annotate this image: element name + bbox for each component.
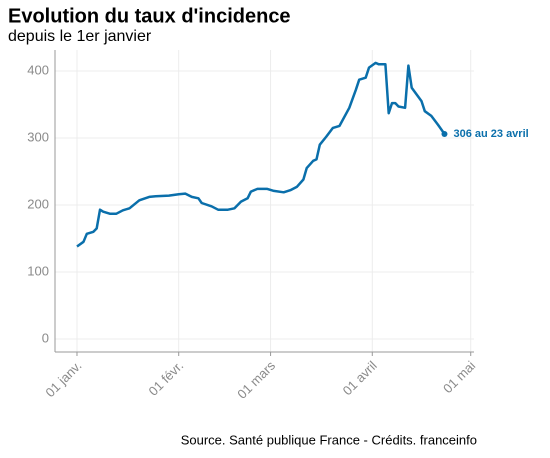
chart-subtitle: depuis le 1er janvier <box>8 28 152 45</box>
y-tick-label: 400 <box>27 62 49 77</box>
x-tick-label: 01 mai <box>440 358 478 396</box>
y-tick-label: 200 <box>27 196 49 211</box>
y-tick-label: 300 <box>27 129 49 144</box>
annotation: 306 au 23 avril <box>453 128 528 140</box>
chart-title: Evolution du taux d'incidence <box>8 5 291 27</box>
x-tick-label: 01 avril <box>340 358 380 398</box>
y-tick-label: 100 <box>27 263 49 278</box>
source: Source. Santé publique France - Crédits.… <box>181 432 477 447</box>
last-point <box>441 130 448 137</box>
line <box>76 61 446 248</box>
y-tick-label: 0 <box>42 330 49 345</box>
x-tick-label: 01 févr. <box>145 358 186 399</box>
x-tick-label: 01 janv. <box>42 358 84 400</box>
x-tick-label: 01 mars <box>234 358 278 402</box>
